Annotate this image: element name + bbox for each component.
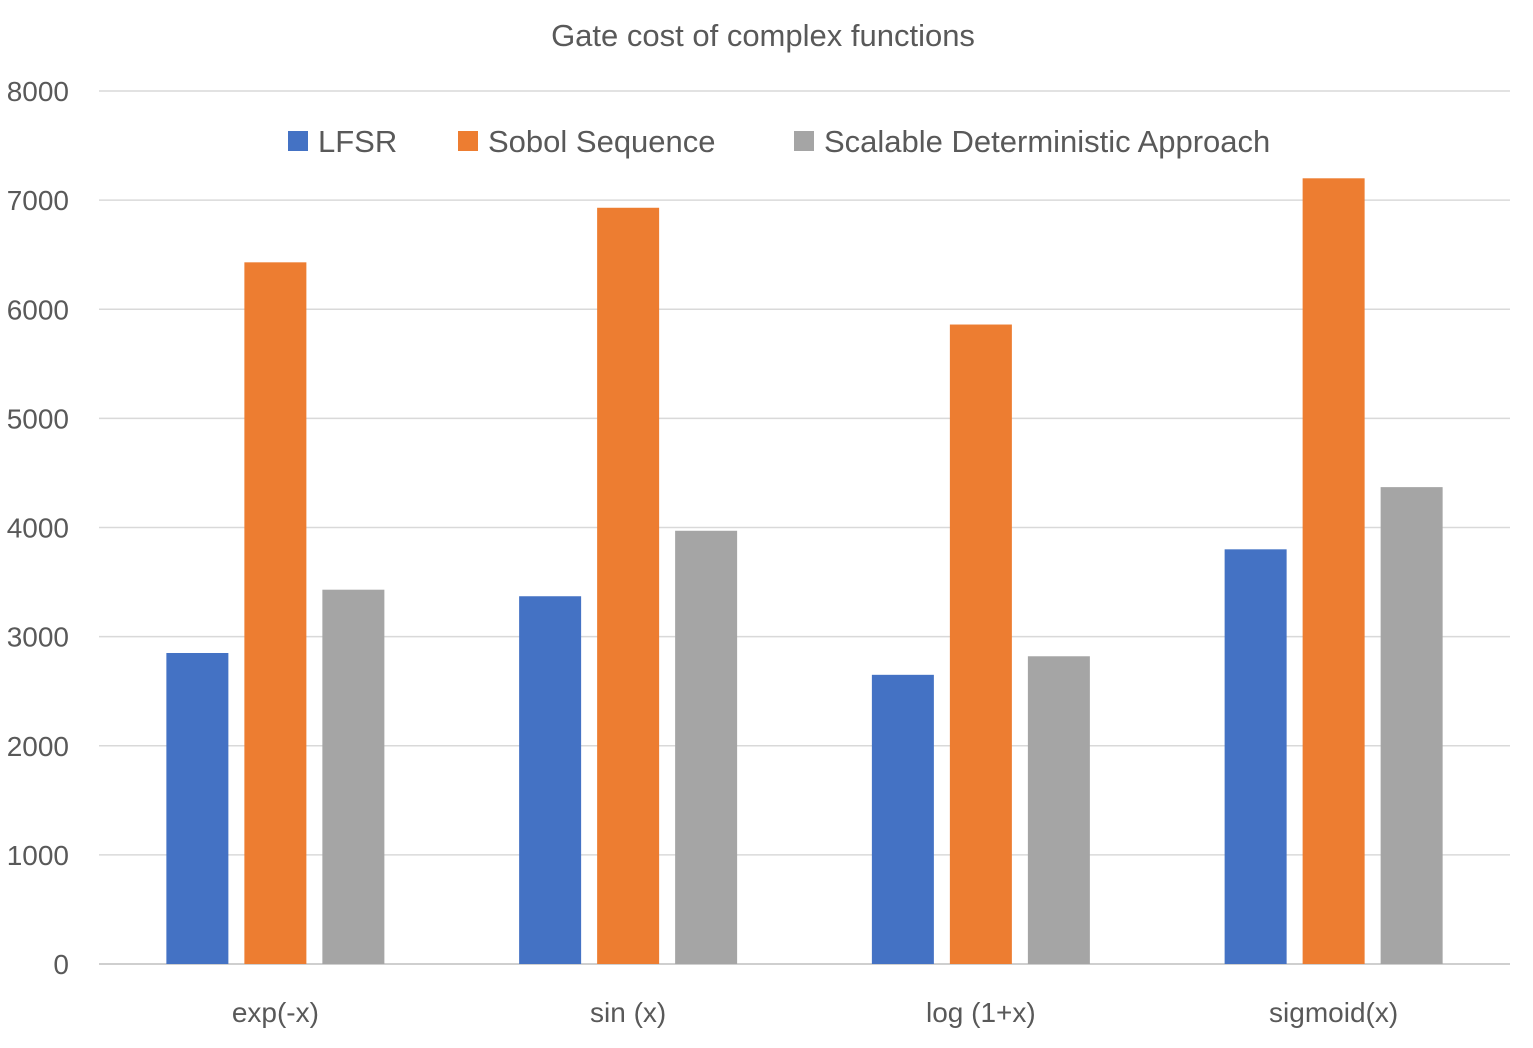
bar-sobol-sequence [1302, 178, 1365, 965]
legend-label: Sobol Sequence [488, 124, 716, 159]
x-tick-label: sigmoid(x) [1269, 997, 1398, 1028]
legend-swatch [288, 131, 308, 151]
bar-sobol-sequence [949, 324, 1012, 965]
bar-lfsr [871, 674, 934, 964]
bar-lfsr [166, 652, 229, 964]
legend-label: Scalable Deterministic Approach [824, 124, 1270, 159]
y-tick-label: 1000 [7, 840, 69, 871]
bar-sobol-sequence [597, 207, 660, 965]
bar-scalable-deterministic-approach [1380, 487, 1443, 964]
x-axis-ticks: exp(-x) sin (x) log (1+x) sigmoid(x) [232, 997, 1398, 1028]
bars [166, 178, 1443, 965]
y-tick-label: 5000 [7, 403, 69, 434]
legend-swatch [794, 131, 814, 151]
chart-title: Gate cost of complex functions [551, 18, 975, 53]
bar-scalable-deterministic-approach [1027, 656, 1090, 964]
y-tick-label: 3000 [7, 622, 69, 653]
bar-scalable-deterministic-approach [675, 530, 738, 964]
legend-label: LFSR [318, 124, 397, 159]
y-tick-label: 4000 [7, 513, 69, 544]
y-tick-label: 0 [53, 949, 69, 980]
x-tick-label: log (1+x) [926, 997, 1036, 1028]
legend: LFSR Sobol Sequence Scalable Deterministic… [288, 124, 1270, 159]
y-axis-ticks: 0 1000 2000 3000 4000 5000 6000 7000 8000 [7, 76, 69, 980]
x-tick-label: sin (x) [590, 997, 666, 1028]
legend-swatch [458, 131, 478, 151]
y-tick-label: 7000 [7, 185, 69, 216]
bar-sobol-sequence [244, 262, 307, 964]
x-tick-label: exp(-x) [232, 997, 319, 1028]
y-tick-label: 2000 [7, 731, 69, 762]
y-tick-label: 8000 [7, 76, 69, 107]
y-tick-label: 6000 [7, 294, 69, 325]
gridlines [99, 90, 1510, 965]
bar-lfsr [519, 596, 582, 964]
bar-lfsr [1224, 549, 1287, 964]
bar-scalable-deterministic-approach [322, 589, 385, 964]
